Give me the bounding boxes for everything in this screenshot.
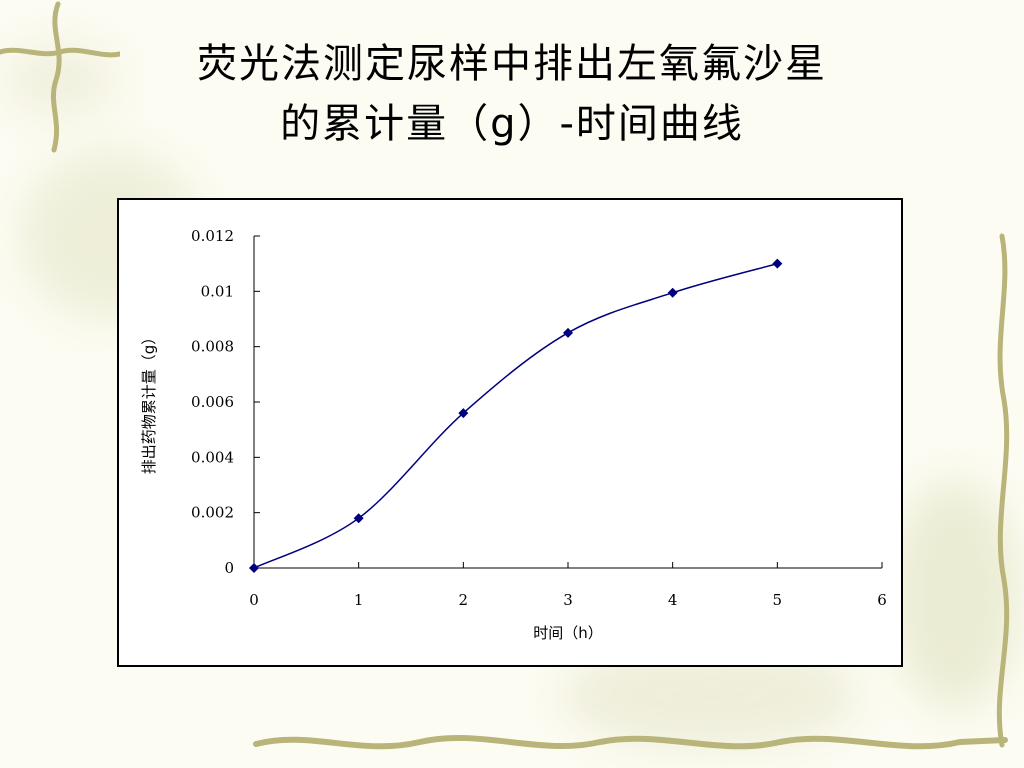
background-flower-right — [890, 480, 1020, 710]
chart-area: 0 0.002 0.004 0.006 0.008 0.01 0.012 0 1 2 3 4 5 6 时间… — [117, 198, 903, 667]
chart-data-points — [249, 258, 783, 573]
x-tick-label: 5 — [773, 591, 783, 609]
data-point-marker — [458, 408, 469, 419]
y-tick-label: 0.006 — [191, 393, 234, 411]
data-point-marker — [249, 563, 259, 573]
y-tick-label: 0.004 — [191, 448, 234, 466]
vine-decoration-bottom — [253, 734, 1008, 750]
line-chart: 0 0.002 0.004 0.006 0.008 0.01 0.012 0 1 2 3 4 5 6 时间… — [140, 227, 887, 642]
data-point-marker — [667, 287, 678, 298]
y-tick-label: 0.002 — [191, 504, 234, 522]
x-tick-label: 3 — [563, 591, 573, 609]
slide-title-line-2: 的累计量（g）-时间曲线 — [280, 101, 744, 147]
x-tick-label: 6 — [877, 591, 887, 609]
data-point-marker — [563, 327, 573, 338]
x-tick-label: 2 — [459, 591, 469, 609]
data-point-marker — [772, 258, 783, 269]
x-tick-label: 0 — [249, 591, 259, 609]
y-tick-label: 0.008 — [191, 338, 234, 356]
chart-axes: 0 0.002 0.004 0.006 0.008 0.01 0.012 0 1 2 3 4 5 6 — [191, 227, 887, 609]
x-tick-label: 4 — [668, 591, 678, 609]
data-point-marker — [353, 513, 364, 524]
vine-decoration-top-left — [0, 1, 120, 153]
vine-decoration-right — [996, 233, 1010, 748]
y-tick-label: 0.01 — [201, 282, 234, 300]
y-tick-label: 0.012 — [191, 227, 234, 245]
x-tick-label: 1 — [354, 591, 364, 609]
x-axis-title: 时间（h） — [533, 624, 603, 642]
series-line — [253, 262, 778, 569]
slide-title: 荧光法测定尿样中排出左氧氟沙星 的累计量（g）-时间曲线 — [0, 34, 1024, 154]
chart-series-line — [253, 262, 778, 569]
slide-title-line-1: 荧光法测定尿样中排出左氧氟沙星 — [197, 41, 827, 87]
y-axis-title: 排出药物累计量（g） — [140, 330, 158, 475]
y-tick-label: 0 — [224, 559, 234, 577]
